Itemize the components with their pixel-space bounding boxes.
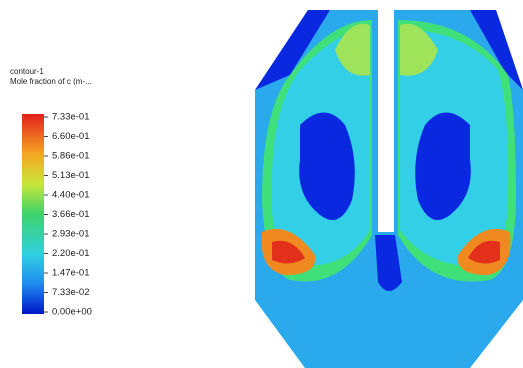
colorbar-label: 0.00e+00 [52,307,92,318]
page: contour-1 Mole fraction of c (m-... 7.33… [0,0,523,368]
contour [255,10,523,368]
legend: contour-1 Mole fraction of c (m-... 7.33… [10,67,92,317]
colorbar-label: 7.33e-01 [52,112,90,123]
colorbar-label: 5.86e-01 [52,151,90,162]
legend-subtitle: Mole fraction of c (m-... [10,77,92,86]
colorbar-label: 4.40e-01 [52,190,90,201]
colorbar-label: 7.33e-02 [52,287,90,298]
legend-title: contour-1 [10,67,44,76]
colorbar-label: 6.60e-01 [52,131,90,142]
colorbar-label: 3.66e-01 [52,209,90,220]
colorbar-label: 1.47e-01 [52,268,90,279]
colorbar-label: 5.13e-01 [52,170,90,181]
colorbar-label: 2.20e-01 [52,248,90,259]
colorbar [22,114,44,314]
colorbar-label: 2.93e-01 [52,229,90,240]
